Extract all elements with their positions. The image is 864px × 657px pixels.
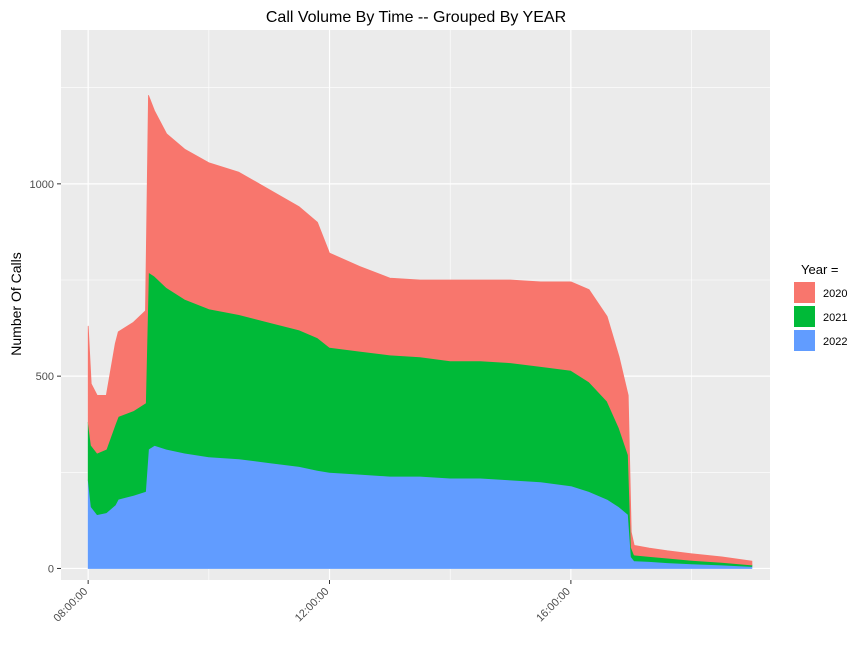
x-tick-label: 12:00:00 (293, 586, 332, 625)
legend-swatch-2020 (794, 282, 815, 303)
legend: 2020 2021 2022 (794, 282, 847, 351)
area-2020 (87, 95, 753, 566)
y-tick-label: 0 (48, 563, 54, 575)
legend-swatch-2021 (794, 306, 815, 327)
chart-title: Call Volume By Time -- Grouped By YEAR (266, 9, 566, 26)
legend-label-2022: 2022 (823, 336, 847, 348)
y-axis-label: Number Of Calls (8, 252, 24, 355)
legend-swatch-2022 (794, 330, 815, 351)
legend-label-2021: 2021 (823, 312, 847, 324)
legend-label-2020: 2020 (823, 288, 847, 300)
y-axis: 0 500 1000 (30, 179, 61, 575)
x-tick-label: 16:00:00 (534, 586, 573, 625)
x-axis: 08:00:00 12:00:00 16:00:00 (52, 580, 573, 624)
y-tick-label: 1000 (30, 179, 54, 191)
y-tick-label: 500 (36, 371, 54, 383)
stacked-areas (87, 95, 753, 569)
legend-title: Year = (801, 262, 838, 277)
x-tick-label: 08:00:00 (52, 586, 91, 625)
